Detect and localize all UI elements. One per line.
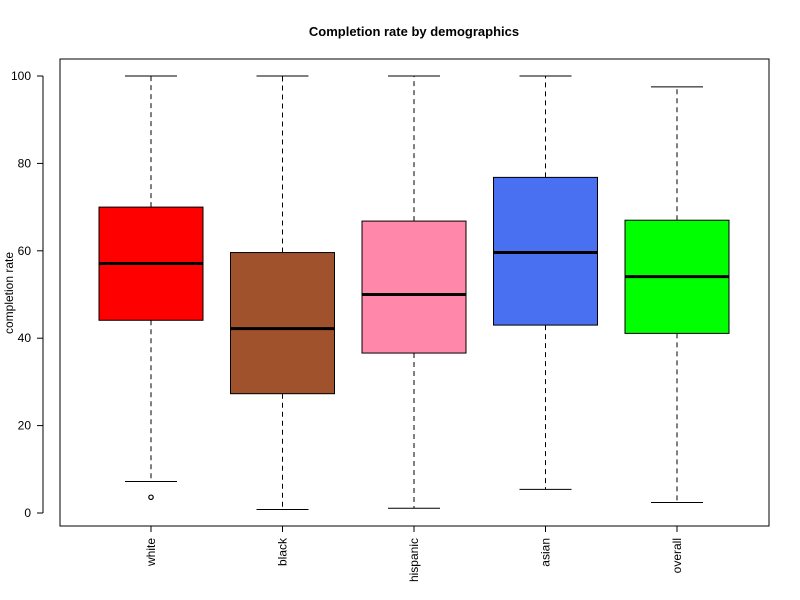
x-tick-label: black xyxy=(276,537,290,566)
chart-title: Completion rate by demographics xyxy=(309,24,519,39)
x-axis: white black hispanic asian overall xyxy=(144,525,684,582)
x-tick-label: asian xyxy=(539,538,553,567)
y-tick-label: 100 xyxy=(11,69,31,83)
box-black xyxy=(230,75,335,511)
y-tick-label: 20 xyxy=(18,419,32,433)
box-asian xyxy=(493,75,598,490)
boxes-group xyxy=(98,75,730,511)
box-overall xyxy=(624,86,730,504)
x-tick-label: white xyxy=(144,538,158,567)
box-hispanic xyxy=(361,75,467,509)
y-tick-label: 40 xyxy=(18,331,32,345)
y-tick-label: 80 xyxy=(18,156,32,170)
x-tick-label: hispanic xyxy=(407,538,421,582)
y-tick-label: 60 xyxy=(18,244,32,258)
y-axis: 0 20 40 60 80 100 xyxy=(11,69,44,520)
x-tick-label: overall xyxy=(670,538,684,573)
iqr-box xyxy=(230,252,335,395)
y-axis-label: completion rate xyxy=(2,252,16,334)
y-tick-label: 0 xyxy=(24,506,31,520)
iqr-box xyxy=(361,220,467,354)
outlier-point xyxy=(148,494,154,501)
box-white xyxy=(98,75,204,501)
